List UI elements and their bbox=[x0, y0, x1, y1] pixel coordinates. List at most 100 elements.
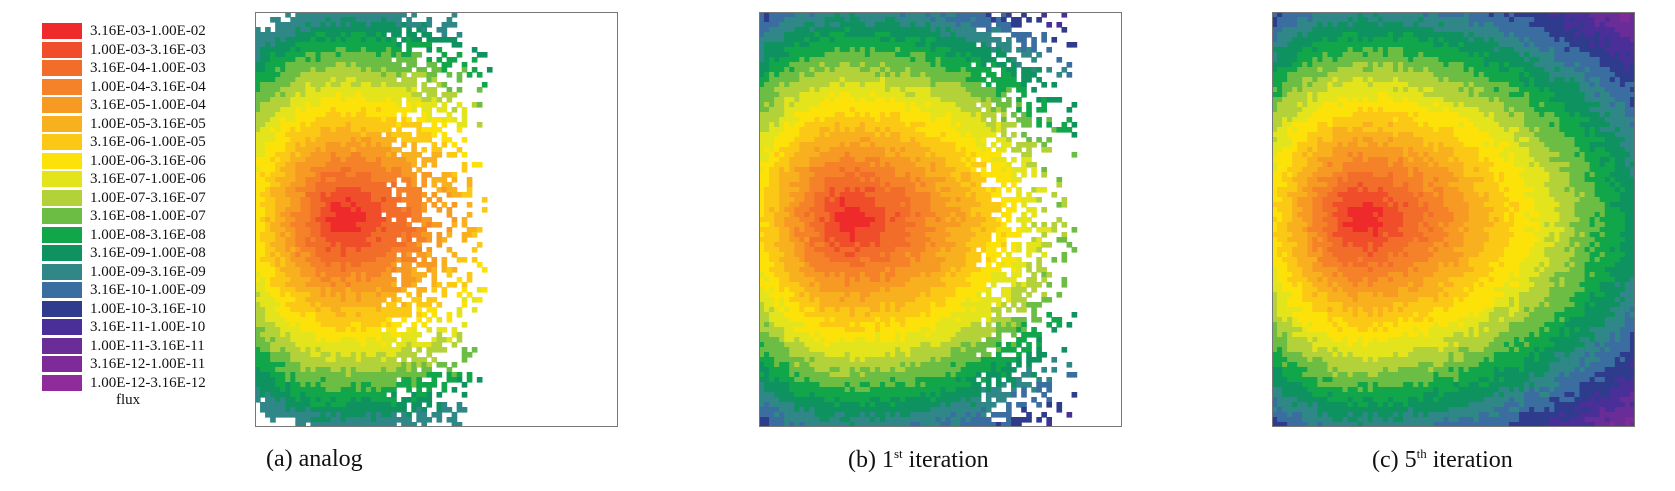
flux-cell bbox=[330, 17, 337, 23]
flux-cell bbox=[925, 187, 932, 193]
flux-cell bbox=[900, 17, 906, 23]
flux-cell bbox=[804, 32, 811, 38]
flux-cell bbox=[849, 82, 856, 88]
flux-cell bbox=[345, 287, 352, 293]
flux-cell bbox=[945, 92, 952, 98]
flux-cell bbox=[1036, 197, 1042, 203]
flux-cell bbox=[885, 97, 891, 103]
flux-cell bbox=[376, 132, 382, 138]
flux-cell bbox=[940, 62, 947, 68]
flux-cell bbox=[1006, 122, 1012, 128]
flux-cell bbox=[426, 417, 433, 423]
flux-cell bbox=[290, 87, 296, 93]
flux-cell bbox=[275, 342, 281, 348]
flux-cell bbox=[335, 197, 342, 203]
flux-cell bbox=[391, 172, 397, 178]
flux-cell bbox=[345, 212, 352, 218]
flux-cell bbox=[325, 217, 332, 223]
flux-cell bbox=[869, 112, 876, 118]
flux-cell bbox=[350, 217, 357, 223]
flux-cell bbox=[300, 377, 307, 383]
flux-cell bbox=[1001, 142, 1007, 148]
flux-cell bbox=[819, 82, 826, 88]
flux-cell bbox=[426, 62, 433, 68]
flux-cell bbox=[360, 222, 367, 228]
flux-cell bbox=[350, 127, 357, 133]
flux-cell bbox=[330, 87, 337, 93]
flux-cell bbox=[355, 382, 362, 388]
flux-cell bbox=[970, 52, 977, 58]
flux-cell bbox=[789, 97, 795, 103]
flux-cell bbox=[285, 322, 291, 328]
flux-cell bbox=[335, 117, 342, 123]
flux-cell bbox=[854, 132, 861, 138]
flux-cell bbox=[365, 312, 372, 318]
flux-cell bbox=[370, 137, 377, 143]
flux-cell bbox=[1041, 167, 1047, 173]
flux-cell bbox=[315, 282, 322, 288]
flux-cell bbox=[834, 22, 841, 28]
flux-cell bbox=[874, 122, 881, 128]
flux-cell bbox=[461, 62, 468, 68]
flux-cell bbox=[320, 22, 327, 28]
flux-cell bbox=[431, 357, 438, 363]
flux-cell bbox=[350, 317, 357, 323]
flux-cell bbox=[960, 137, 967, 143]
flux-cell bbox=[769, 142, 775, 148]
flux-cell bbox=[365, 282, 372, 288]
flux-cell bbox=[325, 192, 332, 198]
flux-cell bbox=[804, 92, 811, 98]
flux-cell bbox=[285, 112, 291, 118]
flux-cell bbox=[381, 52, 387, 58]
flux-cell bbox=[970, 162, 977, 168]
flux-cell bbox=[779, 187, 785, 193]
flux-cell bbox=[386, 262, 392, 268]
flux-cell bbox=[471, 257, 478, 263]
flux-cell bbox=[1066, 62, 1073, 68]
flux-cell bbox=[330, 157, 337, 163]
flux-cell bbox=[416, 37, 422, 43]
flux-cell bbox=[305, 62, 312, 68]
flux-cell bbox=[456, 277, 463, 283]
flux-cell bbox=[854, 92, 861, 98]
flux-cell bbox=[270, 57, 276, 63]
flux-cell bbox=[995, 47, 1002, 53]
flux-cell bbox=[265, 357, 271, 363]
flux-cell bbox=[789, 67, 795, 73]
flux-cell bbox=[280, 362, 286, 368]
flux-cell bbox=[255, 292, 261, 298]
flux-cell bbox=[451, 267, 458, 273]
flux-cell bbox=[305, 77, 312, 83]
flux-cell bbox=[975, 72, 982, 78]
flux-cell bbox=[1031, 142, 1037, 148]
flux-cell bbox=[305, 132, 312, 138]
flux-cell bbox=[1046, 22, 1053, 28]
flux-cell bbox=[305, 32, 312, 38]
flux-cell bbox=[255, 342, 261, 348]
flux-cell bbox=[995, 62, 1002, 68]
flux-cell bbox=[471, 232, 478, 238]
flux-cell bbox=[365, 252, 372, 258]
flux-cell bbox=[426, 392, 433, 398]
flux-cell bbox=[890, 77, 896, 83]
flux-cell bbox=[824, 197, 831, 203]
flux-cell bbox=[275, 107, 281, 113]
flux-cell bbox=[834, 102, 841, 108]
flux-cell bbox=[280, 277, 286, 283]
flux-cell bbox=[386, 362, 392, 368]
flux-cell bbox=[970, 132, 977, 138]
flux-cell bbox=[335, 332, 342, 338]
flux-cell bbox=[1021, 152, 1027, 158]
flux-cell bbox=[930, 87, 937, 93]
flux-cell bbox=[270, 217, 276, 223]
flux-cell bbox=[416, 92, 422, 98]
flux-cell bbox=[265, 362, 271, 368]
flux-cell bbox=[960, 87, 967, 93]
flux-cell bbox=[335, 222, 342, 228]
flux-cell bbox=[824, 92, 831, 98]
flux-cell bbox=[935, 117, 942, 123]
flux-cell bbox=[285, 32, 291, 38]
flux-cell bbox=[1041, 32, 1047, 38]
flux-cell bbox=[774, 192, 780, 198]
flux-cell bbox=[874, 192, 881, 198]
